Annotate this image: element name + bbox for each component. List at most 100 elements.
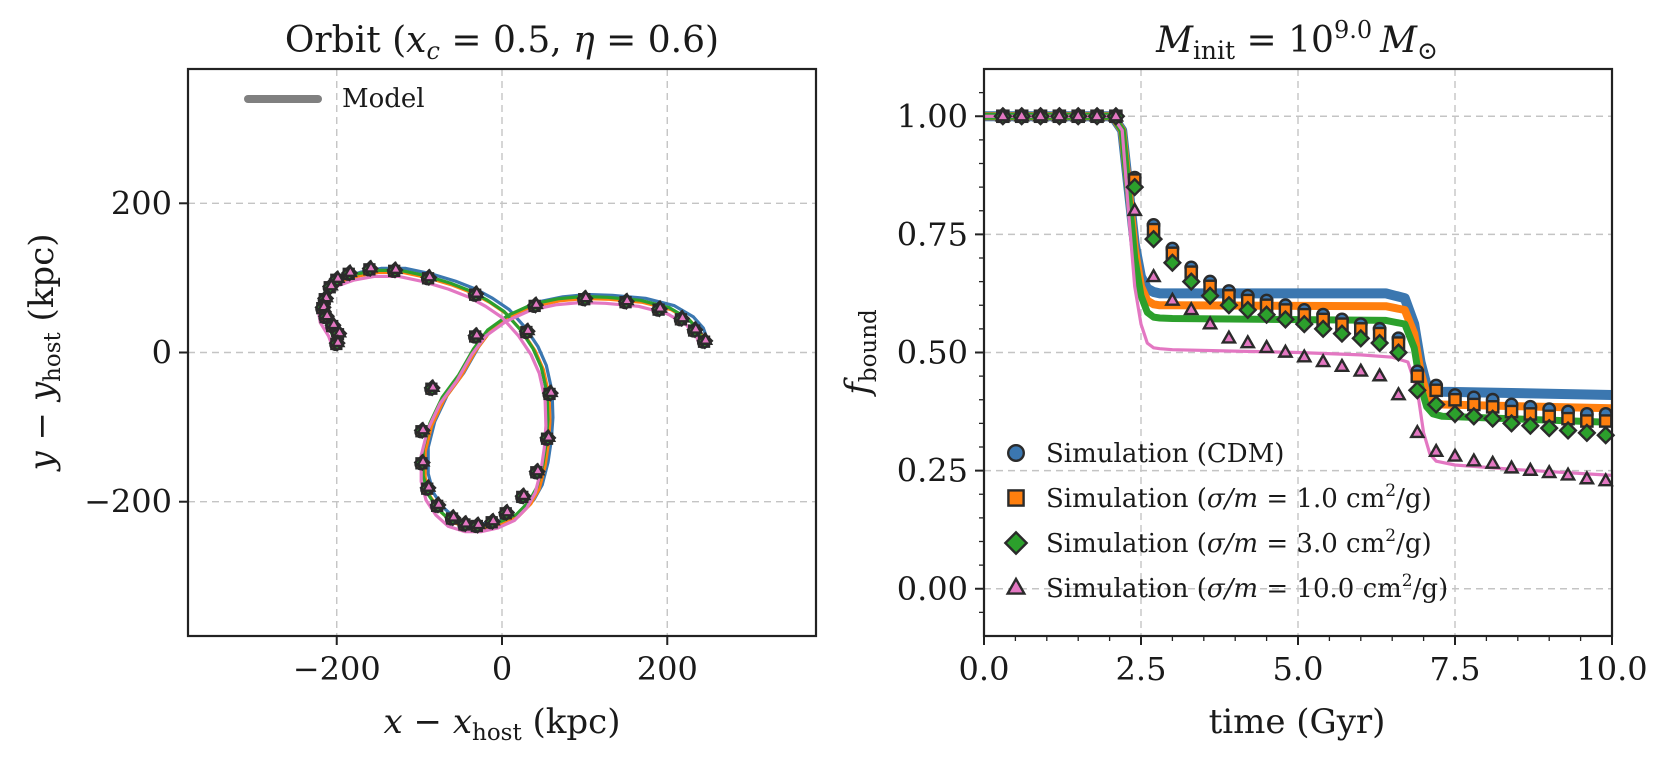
orbit-sim-marker-triangle-11 xyxy=(415,453,431,467)
fbound-sim-marker-triangle-24 xyxy=(1446,447,1464,462)
fbound-sim-marker-diamond-20 xyxy=(1370,333,1390,353)
fbound-sim-marker-diamond-16 xyxy=(1294,314,1314,334)
fbound-sim-marker-diamond-9 xyxy=(1162,253,1182,273)
fbound-sim-marker-triangle-32 xyxy=(1597,471,1614,487)
orbit-sim-marker-triangle-19 xyxy=(516,486,532,501)
legend-marker-circle xyxy=(1007,444,1025,462)
fbound-sim-marker-diamond-12 xyxy=(1219,295,1239,315)
fbound-legend: Simulation (CDM) Simulation (σ/m = 1.0 c… xyxy=(1003,439,1448,604)
fbound-sim-marker-triangle-20 xyxy=(1371,367,1388,382)
fbound-y-axis-label: fbound xyxy=(838,309,882,398)
fbound-sim-marker-triangle-7 xyxy=(1126,201,1143,217)
orbit-sim-marker-triangle-16 xyxy=(470,516,486,530)
orbit-sim-marker-triangle-34 xyxy=(332,324,348,338)
fbound-sim-marker-triangle-17 xyxy=(1314,352,1332,368)
orbit-y-axis-label: y − yhost (kpc) xyxy=(22,233,66,472)
orbit-sim-marker-triangle-32 xyxy=(319,307,335,321)
fbound-sim-marker-triangle-2 xyxy=(1032,107,1049,122)
fbound-sim-marker-triangle-4 xyxy=(1070,107,1087,122)
orbit-sim-marker-triangle-8 xyxy=(469,326,485,340)
fbound-sim-marker-diamond-21 xyxy=(1388,342,1409,363)
fbound-sim-marker-diamond-27 xyxy=(1501,413,1522,433)
legend-label-sigma-3: Simulation (σ/m = 3.0 cm2/g) xyxy=(1046,526,1432,559)
fbound-sim-marker-diamond-11 xyxy=(1200,286,1220,306)
orbit-sim-marker-triangle-18 xyxy=(499,503,515,517)
orbit-sim-marker-triangle-6 xyxy=(528,295,544,310)
orbit-sim-marker-triangle-14 xyxy=(446,508,462,522)
fbound-sim-marker-diamond-10 xyxy=(1181,272,1201,292)
orbit-x-tick-label-1: 0 xyxy=(492,650,512,688)
fbound-sim-marker-diamond-22 xyxy=(1407,380,1427,400)
orbit-sim-marker-triangle-22 xyxy=(543,384,559,398)
fbound-y-tick-label-3: 0.75 xyxy=(897,215,968,253)
fbound-y-tick-label-2: 0.50 xyxy=(897,334,968,372)
fbound-sim-marker-triangle-14 xyxy=(1258,338,1275,354)
orbit-model-curves xyxy=(316,266,709,534)
orbit-model-line-0 xyxy=(323,266,709,526)
fbound-sim-marker-triangle-5 xyxy=(1088,107,1106,122)
orbit-title: Orbit (xc = 0.5, η = 0.6) xyxy=(285,20,719,65)
fbound-sim-marker-triangle-30 xyxy=(1559,466,1577,481)
orbit-model-line-1 xyxy=(320,270,706,530)
orbit-legend-label-model: Model xyxy=(342,84,425,114)
fbound-sim-marker-triangle-21 xyxy=(1390,385,1407,401)
orbit-sim-marker-triangle-12 xyxy=(421,478,437,492)
fbound-sim-marker-square-23 xyxy=(1429,383,1443,398)
orbit-sim-marker-triangle-29 xyxy=(323,277,339,291)
orbit-sim-marker-triangle-2 xyxy=(675,309,690,323)
fbound-sim-marker-diamond-13 xyxy=(1238,300,1258,320)
fbound-sim-marker-triangle-19 xyxy=(1352,362,1369,377)
fbound-sim-marker-triangle-27 xyxy=(1503,459,1520,474)
fbound-sim-marker-triangle-8 xyxy=(1145,267,1162,283)
fbound-x-axis-label: time (Gyr) xyxy=(1209,702,1386,742)
fbound-sim-marker-diamond-25 xyxy=(1464,406,1484,426)
orbit-grid xyxy=(188,69,816,636)
fbound-sim-marker-triangle-9 xyxy=(1164,291,1181,306)
orbit-ticks: −200 0 200 −200 0 200 xyxy=(84,184,698,688)
orbit-sim-marker-triangle-17 xyxy=(485,512,501,526)
orbit-sim-marker-triangle-10 xyxy=(415,421,431,435)
orbit-sim-marker-triangle-9 xyxy=(425,378,441,392)
legend-label-sigma-10: Simulation (σ/m = 10.0 cm2/g) xyxy=(1046,571,1448,604)
orbit-y-tick-label-0: −200 xyxy=(84,483,172,521)
fbound-sim-marker-diamond-14 xyxy=(1257,305,1277,325)
orbit-legend: Model xyxy=(244,84,425,114)
legend-marker-triangle xyxy=(1005,576,1027,595)
fbound-y-tick-label-0: 0.00 xyxy=(897,570,968,608)
fbound-x-tick-label-0: 0.0 xyxy=(959,650,1010,688)
fbound-sim-marker-diamond-23 xyxy=(1426,394,1446,415)
orbit-sim-marker-triangle-23 xyxy=(469,284,485,298)
orbit-sim-marker-triangle-20 xyxy=(530,462,546,476)
orbit-sim-marker-triangle-13 xyxy=(431,495,447,510)
fbound-sim-marker-triangle-29 xyxy=(1541,463,1558,479)
fbound-sim-marker-diamond-26 xyxy=(1483,409,1503,429)
orbit-panel: −200 0 200 −200 0 200 Orbit (xc = 0.5, η = 0.… xyxy=(22,20,818,746)
fbound-sim-marker-square-24 xyxy=(1448,392,1462,407)
fbound-sim-marker-triangle-10 xyxy=(1183,300,1200,316)
fbound-sim-marker-triangle-23 xyxy=(1427,442,1445,458)
orbit-sim-marker-triangle-35 xyxy=(330,334,346,348)
orbit-sim-marker-triangle-7 xyxy=(520,322,536,336)
fbound-sim-marker-square-32 xyxy=(1598,414,1613,428)
fbound-title: Minit = 109.0 M⊙ xyxy=(1155,16,1438,65)
orbit-sim-marker-triangle-27 xyxy=(342,263,358,278)
orbit-sim-marker-triangle-4 xyxy=(619,292,635,306)
fbound-sim-marker-triangle-31 xyxy=(1578,470,1596,485)
fbound-model-line-2 xyxy=(984,112,1613,426)
fbound-ticks: 0.0 2.5 5.0 7.5 10.0 0.00 0.25 0.50 0.75 1.00 xyxy=(897,91,1648,688)
orbit-simulation-markers xyxy=(314,259,714,534)
orbit-y-tick-label-2: 200 xyxy=(111,184,172,222)
orbit-sim-marker-triangle-15 xyxy=(458,514,474,528)
fbound-sim-marker-triangle-15 xyxy=(1277,343,1294,358)
fbound-sim-marker-diamond-7 xyxy=(1125,177,1145,197)
fbound-sim-marker-triangle-22 xyxy=(1409,423,1426,439)
fbound-x-tick-label-4: 10.0 xyxy=(1576,650,1647,688)
fbound-sim-marker-triangle-13 xyxy=(1239,333,1256,349)
fbound-sim-marker-triangle-16 xyxy=(1296,348,1313,363)
fbound-sim-marker-diamond-8 xyxy=(1144,229,1164,249)
orbit-x-tick-label-2: 200 xyxy=(637,650,698,688)
fbound-sim-marker-triangle-0 xyxy=(994,107,1012,122)
orbit-sim-marker-triangle-24 xyxy=(422,268,438,282)
orbit-x-axis-label: x − xhost (kpc) xyxy=(384,702,621,746)
